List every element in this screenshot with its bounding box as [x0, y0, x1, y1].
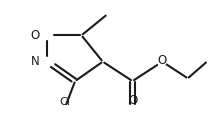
Text: O: O	[128, 94, 137, 107]
Text: Cl: Cl	[59, 97, 70, 107]
Text: O: O	[158, 54, 167, 67]
Text: N: N	[31, 55, 40, 68]
Text: O: O	[31, 29, 40, 42]
